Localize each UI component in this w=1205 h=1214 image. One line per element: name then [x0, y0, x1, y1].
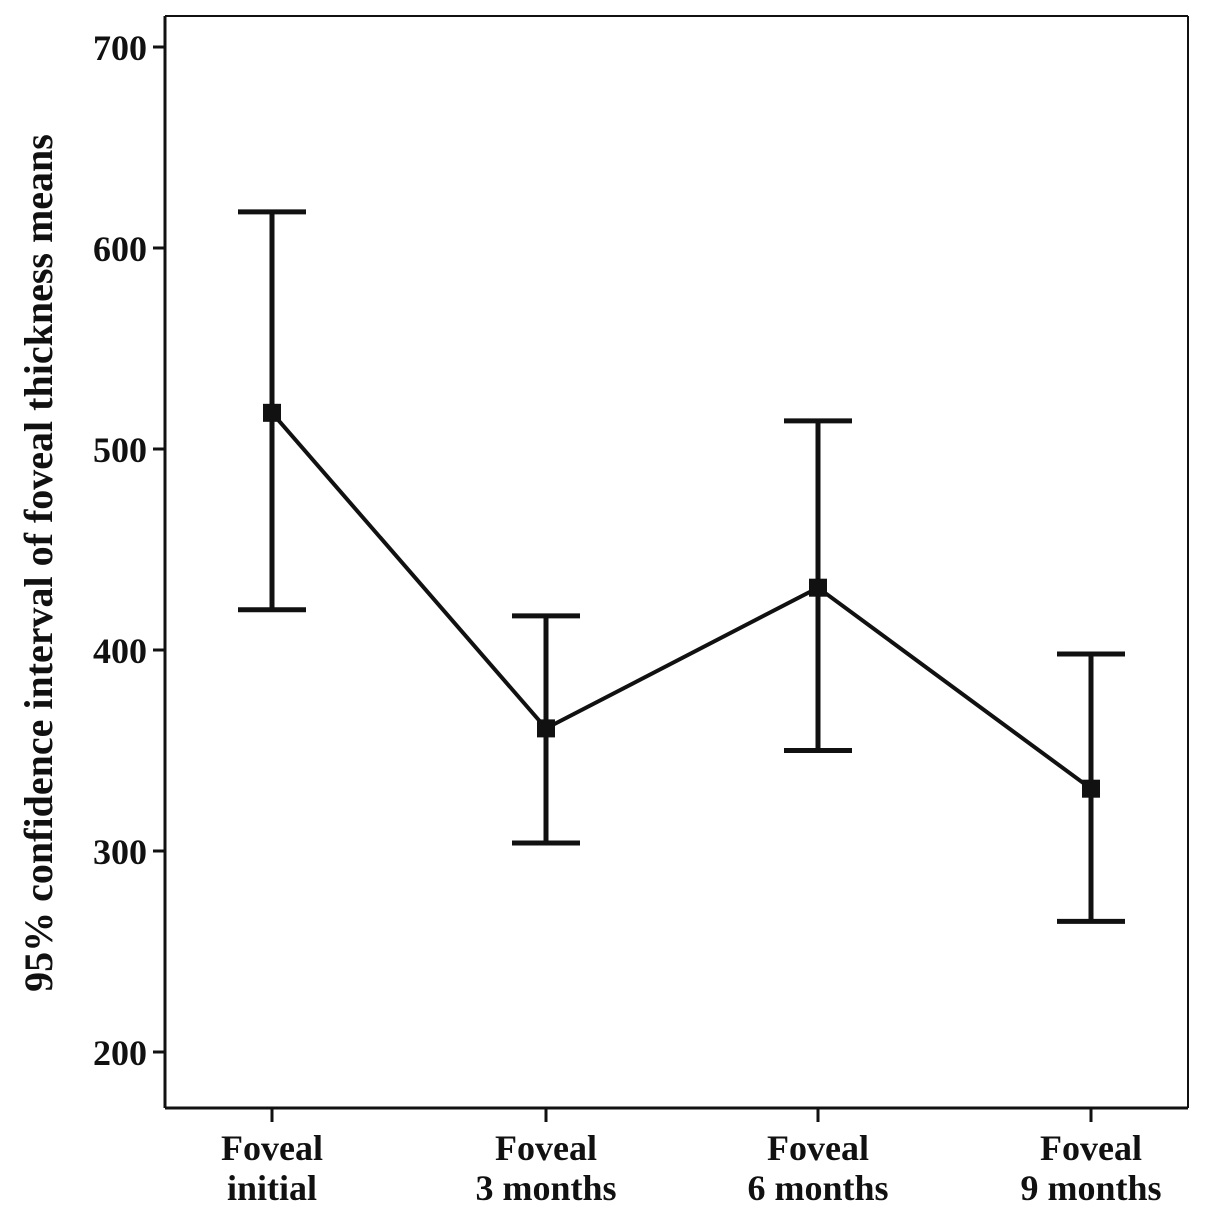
x-tick-label-line2: 9 months	[1020, 1168, 1161, 1208]
x-tick-label-line1: Foveal	[221, 1128, 323, 1168]
series-group	[238, 209, 1125, 924]
y-tick-label: 400	[93, 631, 147, 671]
y-tick-label: 300	[93, 832, 147, 872]
mean-marker	[263, 403, 281, 422]
x-tick-label-line2: 3 months	[475, 1168, 616, 1208]
mean-line	[270, 411, 1093, 791]
x-tick-label-line1: Foveal	[495, 1128, 597, 1168]
mean-marker	[1082, 779, 1100, 798]
y-axis: 200 300 400 500 600 700	[93, 28, 165, 1073]
mean-marker	[537, 719, 555, 738]
x-tick-label-line1: Foveal	[1040, 1128, 1142, 1168]
x-tick-label-line2: initial	[227, 1168, 317, 1208]
x-tick-label-line2: 6 months	[747, 1168, 888, 1208]
y-tick-label: 500	[93, 430, 147, 470]
x-tick-label-line1: Foveal	[767, 1128, 869, 1168]
plot-frame	[163, 15, 1189, 1110]
y-tick-label: 700	[93, 28, 147, 68]
y-tick-label: 200	[93, 1033, 147, 1073]
y-axis-label: 95% confidence interval of foveal thickn…	[16, 134, 61, 992]
mean-marker	[809, 578, 827, 597]
y-tick-label: 600	[93, 229, 147, 269]
